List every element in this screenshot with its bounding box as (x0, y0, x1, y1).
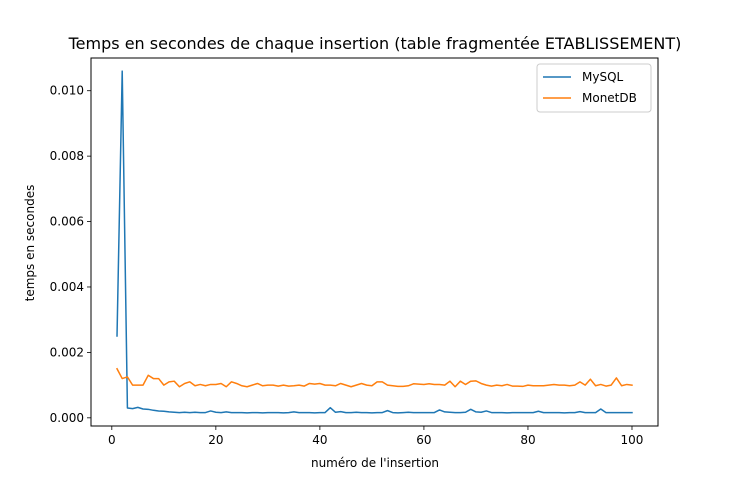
legend-label-mysql: MySQL (582, 70, 624, 84)
y-tick-label: 0.006 (50, 215, 84, 229)
series-layer (115, 70, 633, 414)
x-tick-label: 60 (416, 433, 431, 447)
x-tick-label: 80 (520, 433, 535, 447)
y-tick-label: 0.008 (50, 149, 84, 163)
series-line-monetdb (115, 367, 633, 388)
legend: MySQL MonetDB (536, 63, 652, 113)
x-tick-label: 100 (621, 433, 644, 447)
series-line-mysql (116, 70, 633, 414)
x-tick-label: 40 (312, 433, 327, 447)
legend-box (536, 63, 652, 113)
legend-items: MySQL MonetDB (543, 70, 637, 105)
x-tick-label: 0 (108, 433, 116, 447)
plot-frame (90, 57, 659, 427)
x-axis-title: numéro de l'insertion (311, 456, 439, 470)
plot-area: 0 20 40 60 80 100 0.0000.0020.0040.0060.0080.… (50, 57, 659, 447)
x-tick-label: 20 (208, 433, 223, 447)
y-tick-label: 0.002 (50, 345, 84, 359)
y-axis-ticks: 0.000 0.002 0.004 0.006 0.008 0.010 (50, 84, 91, 425)
y-axis-title: temps en secondes (23, 185, 37, 302)
x-axis-ticks: 0 20 40 60 80 100 (108, 426, 643, 447)
y-tick-label: 0.000 (50, 411, 84, 425)
legend-label-monetdb: MonetDB (582, 91, 637, 105)
y-tick-label: 0.010 (50, 84, 84, 98)
chart-title: Temps en secondes de chaque insertion (t… (68, 34, 682, 53)
y-tick-label: 0.004 (50, 280, 84, 294)
